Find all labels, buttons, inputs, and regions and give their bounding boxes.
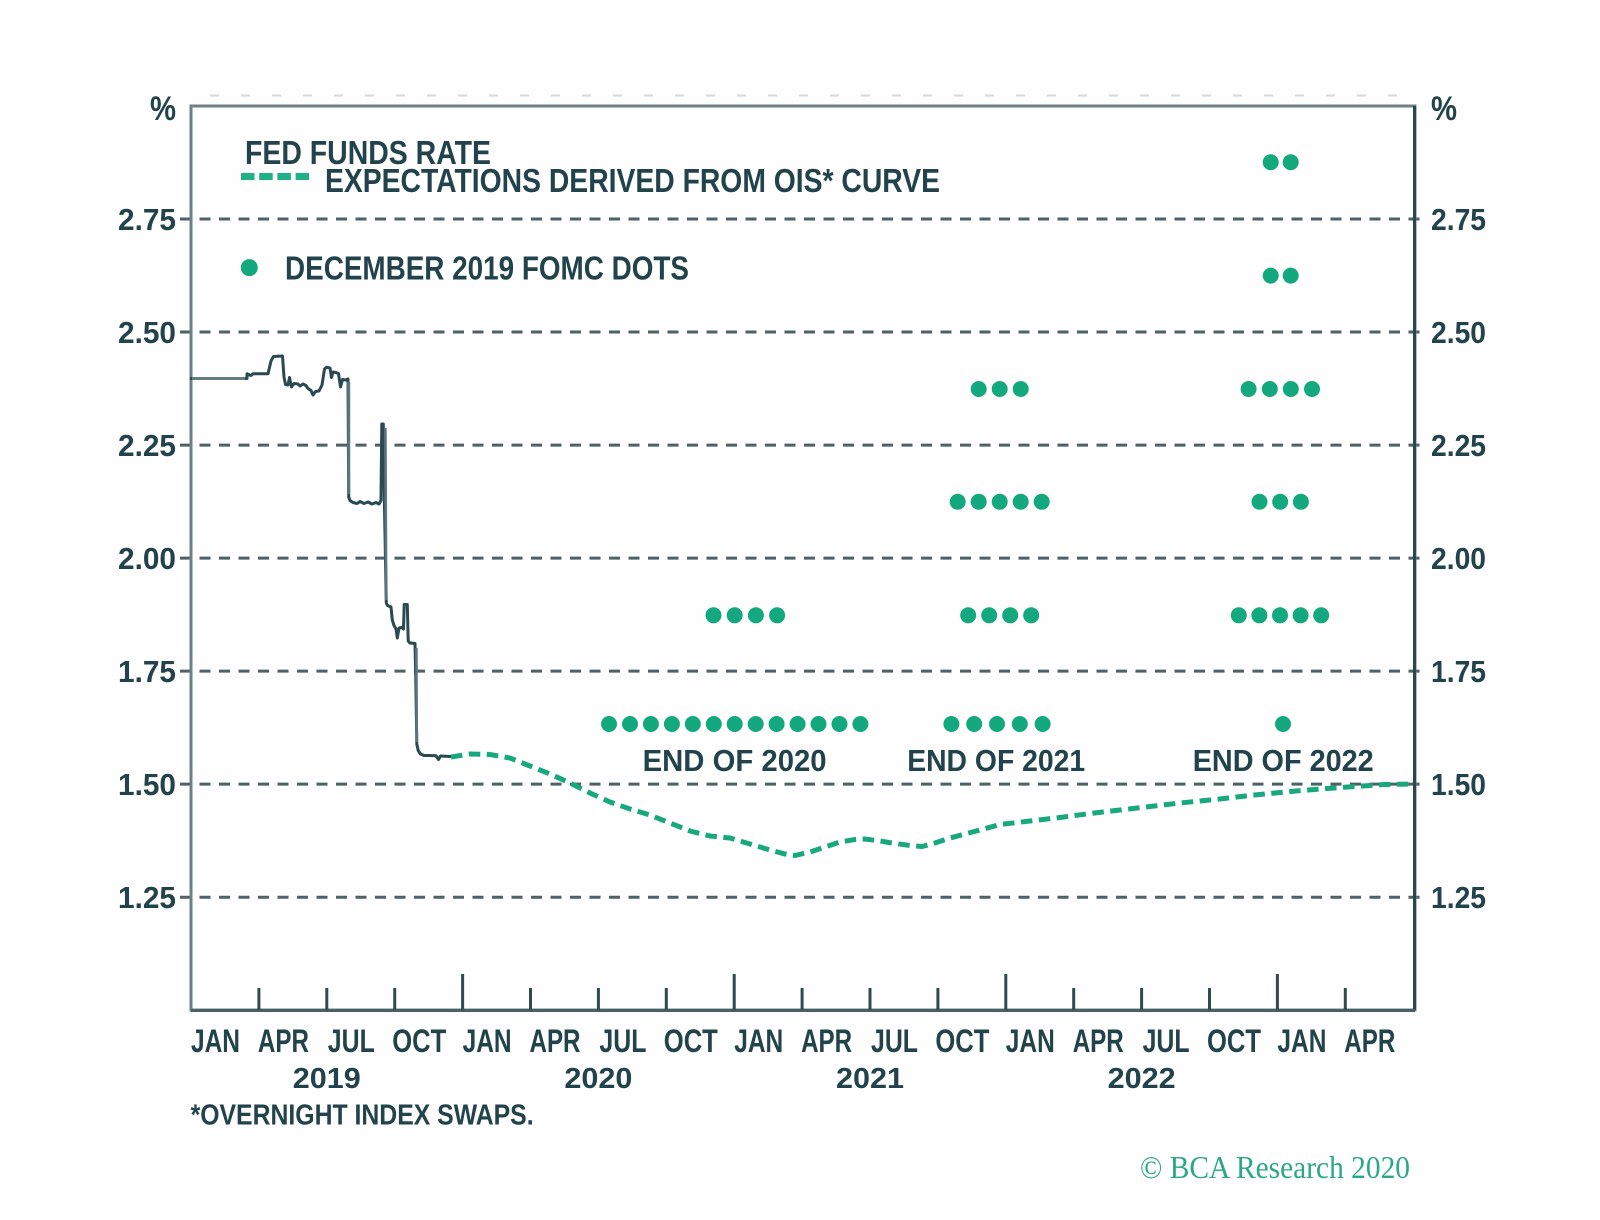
- svg-text:EXPECTATIONS DERIVED FROM OIS*: EXPECTATIONS DERIVED FROM OIS* CURVE: [325, 162, 940, 199]
- svg-text:1.25: 1.25: [118, 880, 176, 915]
- svg-text:APR: APR: [258, 1023, 309, 1059]
- svg-text:JAN: JAN: [191, 1023, 240, 1059]
- svg-text:DECEMBER 2019 FOMC DOTS: DECEMBER 2019 FOMC DOTS: [285, 250, 689, 287]
- svg-text:APR: APR: [530, 1023, 581, 1059]
- svg-text:END OF 2022: END OF 2022: [1193, 743, 1374, 778]
- svg-text:1.25: 1.25: [1431, 880, 1486, 915]
- svg-text:APR: APR: [1073, 1023, 1124, 1059]
- svg-text:END OF 2020: END OF 2020: [643, 743, 827, 778]
- svg-text:2.00: 2.00: [118, 541, 176, 576]
- svg-text:OCT: OCT: [935, 1023, 989, 1059]
- svg-text:2019: 2019: [293, 1063, 361, 1095]
- svg-text:1.75: 1.75: [1431, 654, 1486, 689]
- svg-text:2020: 2020: [564, 1063, 632, 1095]
- svg-text:2022: 2022: [1108, 1063, 1176, 1095]
- svg-text:OCT: OCT: [392, 1023, 446, 1059]
- svg-text:JAN: JAN: [463, 1023, 512, 1059]
- svg-text:JUL: JUL: [328, 1023, 375, 1059]
- svg-text:2.25: 2.25: [118, 428, 176, 463]
- svg-text:OCT: OCT: [1207, 1023, 1261, 1059]
- svg-text:1.75: 1.75: [118, 654, 176, 689]
- svg-text:JUL: JUL: [599, 1023, 646, 1059]
- svg-text:2.75: 2.75: [1431, 202, 1486, 237]
- svg-text:2.75: 2.75: [118, 202, 176, 237]
- svg-text:2.00: 2.00: [1431, 541, 1486, 576]
- svg-text:JAN: JAN: [1006, 1023, 1055, 1059]
- svg-text:2.50: 2.50: [1431, 315, 1486, 350]
- svg-text:JAN: JAN: [734, 1023, 783, 1059]
- svg-text:END OF 2021: END OF 2021: [907, 743, 1085, 778]
- svg-text:%: %: [1431, 90, 1457, 128]
- svg-text:APR: APR: [1344, 1023, 1395, 1059]
- svg-text:2.50: 2.50: [118, 315, 176, 350]
- svg-text:%: %: [150, 90, 176, 128]
- svg-text:JUL: JUL: [871, 1023, 918, 1059]
- svg-text:1.50: 1.50: [118, 767, 176, 802]
- svg-text:2021: 2021: [836, 1063, 904, 1095]
- svg-text:APR: APR: [801, 1023, 852, 1059]
- svg-text:OCT: OCT: [664, 1023, 718, 1059]
- svg-text:2.25: 2.25: [1431, 428, 1486, 463]
- svg-text:© BCA Research 2020: © BCA Research 2020: [1140, 1149, 1410, 1185]
- svg-text:JAN: JAN: [1277, 1023, 1326, 1059]
- svg-text:FED FUNDS RATE: FED FUNDS RATE: [245, 134, 491, 171]
- svg-text:*OVERNIGHT INDEX SWAPS.: *OVERNIGHT INDEX SWAPS.: [191, 1100, 534, 1132]
- svg-text:1.50: 1.50: [1431, 767, 1486, 802]
- svg-text:JUL: JUL: [1143, 1023, 1190, 1059]
